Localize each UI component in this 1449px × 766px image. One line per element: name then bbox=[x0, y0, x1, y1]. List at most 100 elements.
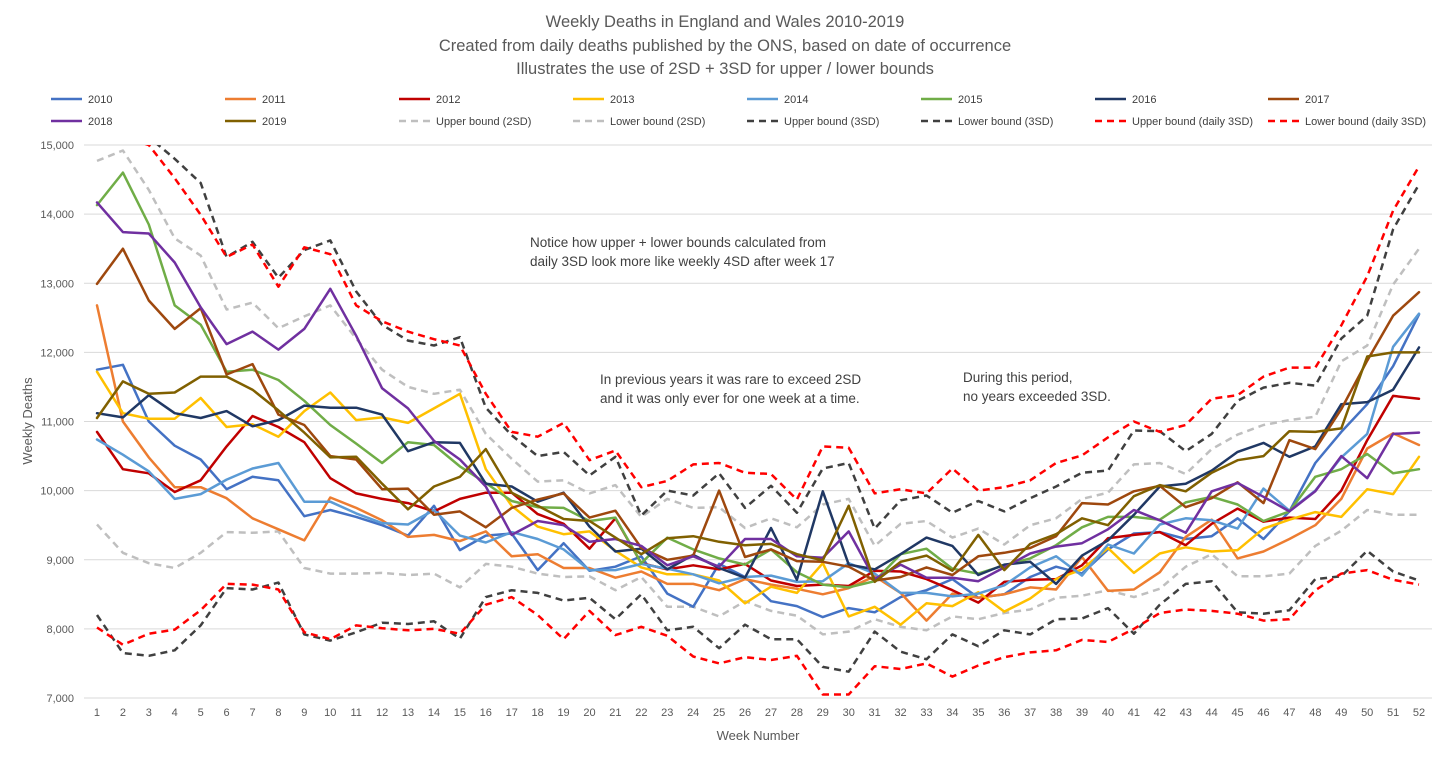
x-tick-label: 32 bbox=[894, 707, 906, 719]
x-tick-label: 40 bbox=[1102, 707, 1114, 719]
series-line-2010 bbox=[95, 313, 1421, 619]
y-axis-ticks: 7,000 8,000 9,000 10,000 11,000 12,000 13,000 1… bbox=[40, 140, 74, 705]
annotation-3-line-2: no years exceeded 3SD. bbox=[963, 389, 1111, 404]
legend-label: 2018 bbox=[88, 116, 112, 128]
legend-item: 2012 bbox=[399, 94, 460, 106]
x-tick-label: 22 bbox=[635, 707, 647, 719]
legend-label: 2012 bbox=[436, 94, 460, 106]
x-tick-label: 28 bbox=[791, 707, 803, 719]
x-tick-label: 24 bbox=[687, 707, 699, 719]
annotation-2-line-1: In previous years it was rare to exceed … bbox=[600, 372, 861, 387]
x-tick-label: 1 bbox=[94, 707, 100, 719]
x-tick-label: 8 bbox=[275, 707, 281, 719]
x-axis-ticks: 1 2 3 4 5 6 7 8 9 10 11 12 13 14 15 16 17 18 19 20 21 22 23 24 2… bbox=[94, 707, 1425, 719]
x-tick-label: 38 bbox=[1050, 707, 1062, 719]
x-tick-label: 46 bbox=[1257, 707, 1269, 719]
annotations: Notice how upper + lower bounds calculat… bbox=[530, 235, 1111, 406]
x-tick-label: 44 bbox=[1206, 707, 1218, 719]
x-tick-label: 25 bbox=[713, 707, 725, 719]
x-tick-label: 11 bbox=[350, 707, 361, 719]
legend-item: 2013 bbox=[573, 94, 634, 106]
legend-item: 2014 bbox=[747, 94, 808, 106]
x-tick-label: 34 bbox=[946, 707, 958, 719]
x-tick-label: 31 bbox=[869, 707, 881, 719]
x-tick-label: 27 bbox=[765, 707, 777, 719]
x-tick-label: 14 bbox=[428, 707, 440, 719]
x-tick-label: 20 bbox=[583, 707, 595, 719]
chart-title: Weekly Deaths in England and Wales 2010-… bbox=[546, 13, 905, 31]
chart-title-group: Weekly Deaths in England and Wales 2010-… bbox=[439, 13, 1011, 78]
annotation-2-line-2: and it was only ever for one week at a t… bbox=[600, 391, 860, 406]
legend-label: Lower bound (3SD) bbox=[958, 116, 1053, 128]
x-tick-label: 6 bbox=[224, 707, 230, 719]
legend-item: 2016 bbox=[1095, 94, 1156, 106]
legend-item: 2010 bbox=[51, 94, 112, 106]
y-tick-label: 15,000 bbox=[40, 140, 74, 152]
legend-item: 2018 bbox=[51, 116, 112, 128]
series-line-2012 bbox=[95, 394, 1421, 604]
legend-item: 2015 bbox=[921, 94, 982, 106]
legend-label: 2011 bbox=[262, 94, 286, 106]
x-tick-label: 42 bbox=[1154, 707, 1166, 719]
legend-label: 2014 bbox=[784, 94, 808, 106]
x-tick-label: 12 bbox=[376, 707, 388, 719]
series-line-upper-bound-3sd bbox=[156, 145, 1421, 530]
annotation-1-line-1: Notice how upper + lower bounds calculat… bbox=[530, 235, 826, 250]
y-tick-label: 8,000 bbox=[46, 624, 74, 636]
x-tick-label: 35 bbox=[972, 707, 984, 719]
x-axis-title: Week Number bbox=[717, 728, 801, 743]
x-tick-label: 33 bbox=[920, 707, 932, 719]
series-line-lower-bound-3sd bbox=[95, 549, 1420, 673]
legend-item: Lower bound (2SD) bbox=[573, 116, 705, 128]
x-tick-label: 43 bbox=[1180, 707, 1192, 719]
legend-item: Lower bound (3SD) bbox=[921, 116, 1053, 128]
x-tick-label: 49 bbox=[1335, 707, 1347, 719]
legend-label: 2019 bbox=[262, 116, 286, 128]
legend-item: 2011 bbox=[225, 94, 286, 106]
x-tick-label: 5 bbox=[198, 707, 204, 719]
x-tick-label: 2 bbox=[120, 707, 126, 719]
series-line-lower-bound-daily-3sd bbox=[96, 568, 1420, 696]
x-tick-label: 51 bbox=[1387, 707, 1399, 719]
x-tick-label: 4 bbox=[172, 707, 178, 719]
y-tick-label: 10,000 bbox=[40, 486, 74, 498]
legend-label: 2013 bbox=[610, 94, 634, 106]
legend-item: Upper bound (daily 3SD) bbox=[1095, 116, 1253, 128]
legend-label: Lower bound (2SD) bbox=[610, 116, 705, 128]
x-tick-label: 50 bbox=[1361, 707, 1373, 719]
chart-subtitle-line-1: Created from daily deaths published by t… bbox=[439, 37, 1011, 55]
y-tick-label: 12,000 bbox=[40, 347, 74, 359]
x-tick-label: 47 bbox=[1283, 707, 1295, 719]
legend: 2010 2011 2012 2013 2014 2015 2016 2017 2018 2019… bbox=[51, 94, 1426, 128]
x-tick-label: 19 bbox=[557, 707, 569, 719]
legend-item: 2019 bbox=[225, 116, 286, 128]
series-line-2013 bbox=[95, 370, 1421, 626]
x-tick-label: 29 bbox=[817, 707, 829, 719]
x-tick-label: 15 bbox=[454, 707, 466, 719]
x-tick-label: 3 bbox=[146, 707, 152, 719]
x-tick-label: 17 bbox=[506, 707, 518, 719]
x-tick-label: 41 bbox=[1128, 707, 1140, 719]
legend-item: Lower bound (daily 3SD) bbox=[1268, 116, 1426, 128]
series-line-lower-bound-2sd bbox=[96, 508, 1419, 636]
x-tick-label: 37 bbox=[1024, 707, 1036, 719]
legend-label: Upper bound (daily 3SD) bbox=[1132, 116, 1253, 128]
x-tick-label: 7 bbox=[249, 707, 255, 719]
annotation-1-line-2: daily 3SD look more like weekly 4SD afte… bbox=[530, 254, 835, 269]
x-tick-label: 36 bbox=[998, 707, 1010, 719]
gridlines bbox=[84, 144, 1432, 699]
x-tick-label: 16 bbox=[480, 707, 492, 719]
x-tick-label: 13 bbox=[402, 707, 414, 719]
series-line-2017 bbox=[95, 247, 1421, 582]
series-line-2014 bbox=[95, 312, 1421, 598]
legend-label: Upper bound (3SD) bbox=[784, 116, 879, 128]
x-tick-label: 21 bbox=[609, 707, 621, 719]
x-tick-label: 30 bbox=[843, 707, 855, 719]
y-tick-label: 13,000 bbox=[40, 278, 74, 290]
x-tick-label: 39 bbox=[1076, 707, 1088, 719]
annotation-3-line-1: During this period, bbox=[963, 370, 1073, 385]
x-tick-label: 23 bbox=[661, 707, 673, 719]
y-tick-label: 11,000 bbox=[41, 417, 74, 429]
x-tick-label: 18 bbox=[532, 707, 544, 719]
